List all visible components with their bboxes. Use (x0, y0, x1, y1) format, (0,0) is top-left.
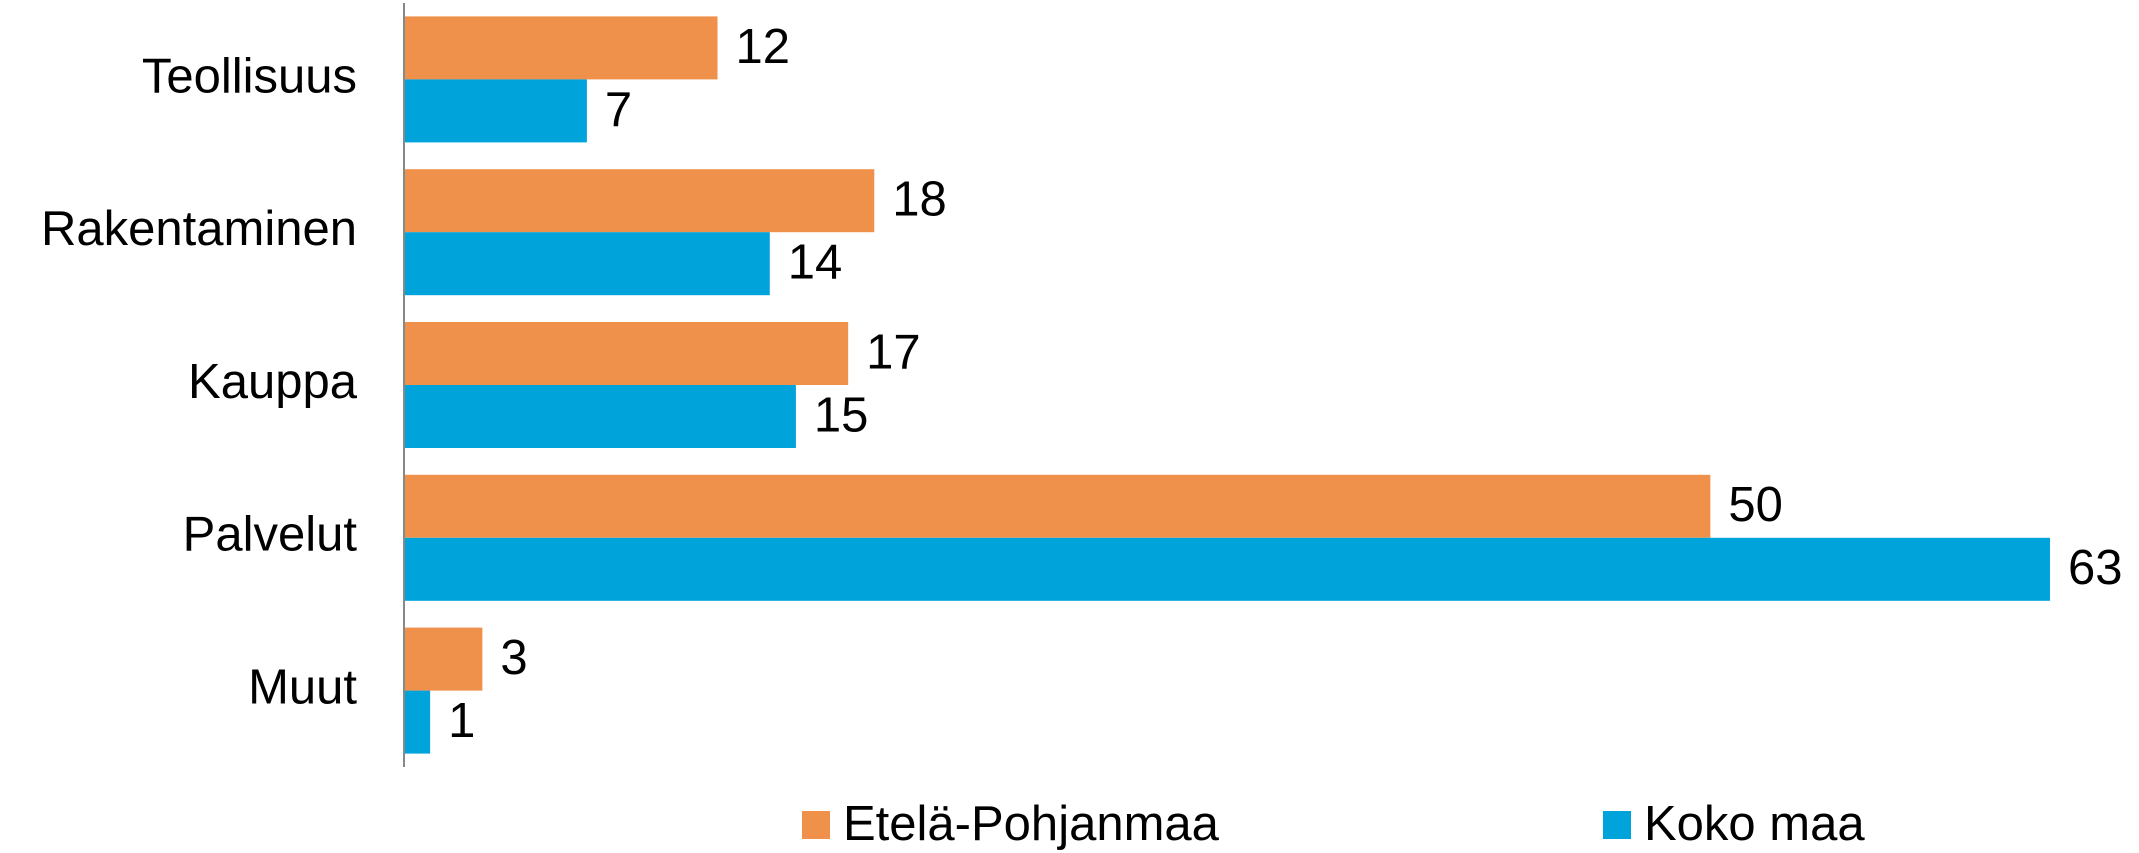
y-tick-label: Palvelut (183, 508, 358, 562)
data-label: 14 (788, 236, 843, 290)
bar (404, 232, 770, 296)
bar (404, 690, 431, 754)
bar (404, 537, 2050, 601)
bar (404, 16, 718, 80)
data-label: 1 (448, 694, 475, 748)
legend-swatch (802, 811, 830, 839)
bar (404, 627, 483, 691)
bar (404, 474, 1711, 538)
y-tick-label: Muut (248, 661, 357, 715)
y-tick-label: Kauppa (188, 355, 358, 409)
data-label: 50 (1728, 478, 1783, 532)
legend-label: Koko maa (1644, 797, 1865, 851)
data-label: 12 (736, 20, 791, 74)
data-label: 7 (605, 83, 632, 137)
data-label: 15 (814, 388, 869, 442)
bar (404, 322, 849, 385)
bar (404, 385, 796, 448)
data-label: 17 (866, 325, 921, 379)
legend-label: Etelä-Pohjanmaa (843, 797, 1220, 851)
data-label: 3 (500, 631, 527, 685)
data-label: 63 (2068, 541, 2123, 595)
y-tick-label: Rakentaminen (41, 202, 357, 256)
y-tick-label: Teollisuus (142, 49, 357, 103)
legend-swatch (1603, 811, 1631, 839)
bar (404, 79, 587, 143)
data-label: 18 (892, 173, 947, 227)
bar (404, 169, 875, 233)
